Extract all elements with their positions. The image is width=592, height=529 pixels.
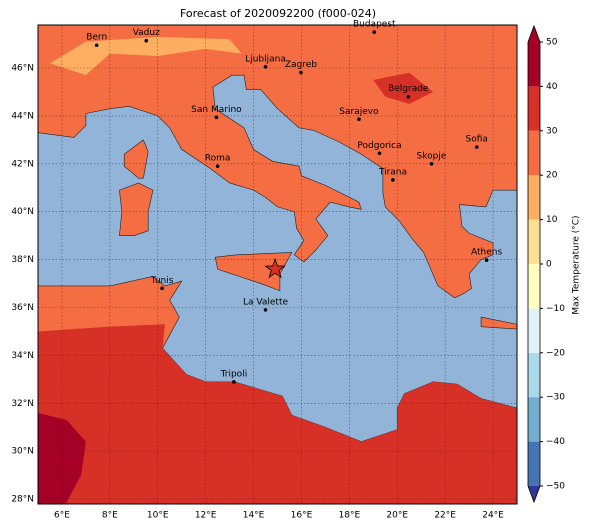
colorbar-label: Max Temperature (°C) (572, 215, 582, 314)
city-dot (377, 151, 382, 156)
colorbar-band (528, 219, 540, 264)
colorbar-tick-label: −10 (546, 304, 565, 314)
city-label: Tripoli (220, 369, 248, 379)
y-tick-label: 28°N (11, 495, 34, 505)
city-label: Tirana (378, 167, 407, 177)
city-dot (160, 286, 164, 291)
warm-zone (373, 72, 434, 104)
x-tick-label: 18°E (339, 511, 361, 521)
y-tick-label: 34°N (11, 351, 34, 361)
city-dot (429, 162, 434, 166)
very-hot-zone (38, 412, 86, 504)
x-tick-label: 10°E (147, 511, 169, 521)
city-label: Roma (205, 154, 231, 164)
y-tick-label: 30°N (11, 447, 34, 457)
city-dot (474, 145, 479, 149)
map-frame (37, 24, 518, 505)
colorbar-tick-label: −50 (546, 482, 565, 492)
city-label: Sarajevo (339, 107, 379, 117)
city-dot (484, 258, 489, 262)
colorbar-band (528, 264, 540, 309)
city-label: Bern (86, 33, 107, 43)
city-label: San Marino (191, 105, 242, 115)
colorbar-band (528, 130, 540, 176)
colorbar-band (528, 352, 540, 398)
colorbar-tick-label: 40 (546, 82, 558, 92)
colorbar-tick-label: 0 (546, 260, 552, 270)
colorbar-tick-label: 10 (546, 215, 558, 225)
city-dot (299, 70, 303, 75)
city-dot (357, 117, 361, 122)
y-tick-label: 38°N (11, 255, 34, 265)
colorbar-band (528, 308, 540, 353)
y-tick-label: 32°N (11, 399, 34, 409)
crete (480, 316, 517, 330)
sicily (214, 252, 293, 292)
y-tick-label: 46°N (11, 64, 34, 74)
city-dot (372, 30, 377, 34)
colorbar-tick-label: −30 (546, 393, 565, 403)
star-marker (264, 257, 286, 279)
city-label: Ljubljana (245, 54, 286, 64)
y-tick-label: 40°N (11, 207, 34, 217)
colorbar-band (528, 86, 540, 131)
city-label: Podgorica (357, 141, 401, 151)
x-tick-label: 16°E (291, 511, 313, 521)
y-tick-label: 36°N (11, 303, 34, 313)
x-tick-label: 20°E (386, 511, 408, 521)
x-tick-label: 6°E (54, 511, 70, 521)
city-dot (263, 65, 268, 69)
x-tick-label: 24°E (482, 511, 504, 521)
city-dot (94, 43, 99, 48)
colorbar-band (528, 42, 540, 87)
city-label: Athens (471, 248, 502, 258)
colorbar-extend-high (528, 26, 540, 42)
city-label: Belgrade (388, 84, 429, 94)
city-dot (263, 308, 268, 312)
city-dot (144, 38, 149, 43)
y-tick-label: 44°N (11, 111, 34, 121)
x-tick-label: 8°E (102, 511, 118, 521)
x-tick-label: 14°E (243, 511, 265, 521)
colorbar-tick-label: −40 (546, 437, 565, 447)
city-dot (391, 178, 395, 182)
colorbar-band (528, 397, 540, 442)
title: Forecast of 2020092200 (f000-024) (180, 7, 376, 20)
corsica (123, 139, 149, 179)
colorbar-extend-low (528, 486, 540, 502)
city-label: Budapest (353, 20, 396, 30)
colorbar-tick-label: −20 (546, 348, 565, 358)
colorbar-band (528, 441, 540, 486)
colorbar-tick-label: 30 (546, 126, 558, 136)
colorbar-tick-label: 20 (546, 171, 558, 181)
colorbar-tick-label: 50 (546, 38, 558, 48)
city-label: La Valette (243, 297, 288, 307)
city-label: Zagreb (285, 60, 317, 70)
city-label: Vaduz (133, 28, 160, 38)
y-tick-label: 42°N (11, 159, 34, 169)
map (38, 25, 517, 504)
city-dot (232, 380, 236, 384)
city-label: Sofia (466, 135, 488, 145)
city-dot (406, 94, 411, 99)
city-dot (214, 115, 219, 120)
x-tick-label: 22°E (434, 511, 456, 521)
colorbar-band (528, 175, 540, 220)
city-dot (215, 164, 220, 168)
x-tick-label: 12°E (195, 511, 217, 521)
sardinia (119, 182, 154, 236)
city-label: Tunis (150, 276, 174, 286)
city-label: Skopje (417, 151, 447, 161)
